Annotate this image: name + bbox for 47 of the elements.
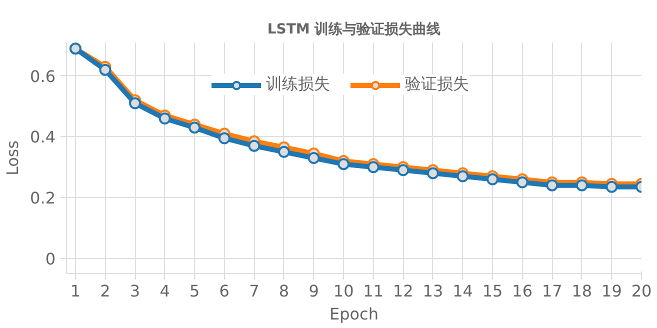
y-tick-label: 0	[45, 249, 56, 268]
x-tick-label: 5	[190, 282, 200, 300]
x-tick-label: 16	[512, 282, 533, 300]
x-tick-label: 2	[100, 282, 110, 300]
point	[456, 170, 469, 182]
point	[99, 64, 112, 76]
x-tick-label: 7	[249, 282, 260, 300]
x-tick-label: 3	[130, 282, 140, 300]
legend-label: 训练损失	[266, 74, 330, 95]
x-tick-label: 1	[70, 282, 81, 300]
point	[248, 140, 260, 152]
point	[397, 164, 410, 176]
point	[546, 179, 558, 192]
point	[278, 146, 290, 158]
point	[188, 122, 201, 134]
x-tick-label: 13	[422, 282, 444, 300]
x-tick-label: 15	[482, 282, 503, 300]
x-tick-label: 11	[363, 282, 384, 300]
point	[486, 173, 499, 186]
x-tick-label: 10	[333, 282, 354, 300]
x-tick-label: 20	[631, 282, 652, 300]
point	[606, 180, 618, 193]
point	[129, 97, 142, 110]
x-tick-label: 9	[308, 282, 319, 300]
x-tick-label: 19	[602, 282, 622, 300]
point	[158, 112, 171, 124]
x-tick-label: 8	[278, 282, 290, 300]
point	[516, 176, 528, 188]
x-tick-label: 17	[542, 282, 562, 300]
y-axis-title: Loss	[3, 140, 22, 176]
y-tick-label: 0.4	[30, 128, 56, 147]
x-tick-label: 14	[452, 282, 473, 300]
point	[576, 179, 588, 192]
point	[367, 161, 380, 174]
x-tick-label: 6	[219, 282, 230, 300]
y-tick-label: 0.6	[30, 66, 56, 86]
point	[218, 132, 230, 144]
chart-title: LSTM 训练与验证损失曲线	[267, 22, 441, 38]
point	[338, 158, 350, 170]
x-tick-label: 18	[572, 282, 592, 300]
x-axis-title: Epoch	[330, 304, 379, 324]
point	[426, 167, 439, 180]
x-tick-label: 4	[160, 282, 170, 300]
x-tick-label: 12	[392, 282, 414, 300]
y-tick-label: 0.2	[30, 188, 56, 208]
point	[308, 152, 320, 164]
legend-label: 验证损失	[405, 74, 469, 95]
